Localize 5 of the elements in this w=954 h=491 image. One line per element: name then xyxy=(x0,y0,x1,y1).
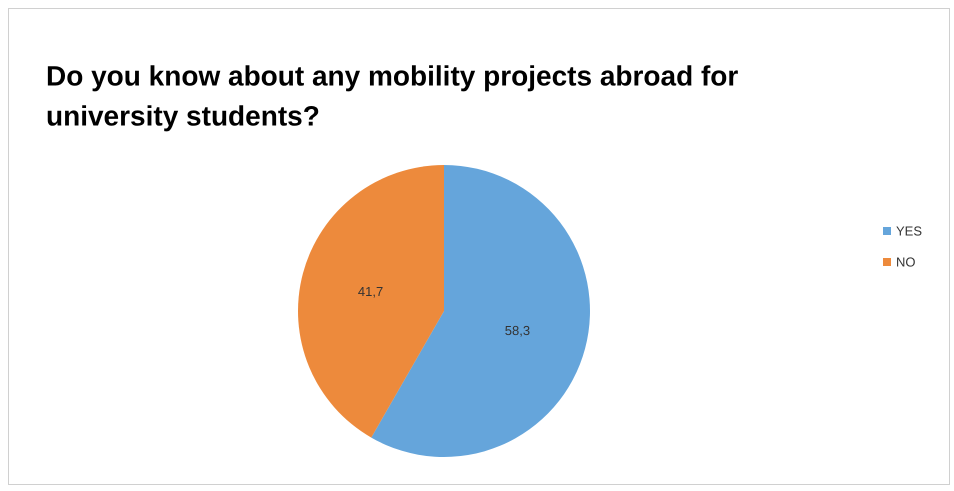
legend-label: NO xyxy=(896,254,916,270)
data-label: 58,3 xyxy=(504,323,530,338)
chart-title: Do you know about any mobility projects abroad for university students? xyxy=(46,60,746,132)
data-label: 41,7 xyxy=(358,284,384,299)
legend-label: YES xyxy=(896,224,922,238)
